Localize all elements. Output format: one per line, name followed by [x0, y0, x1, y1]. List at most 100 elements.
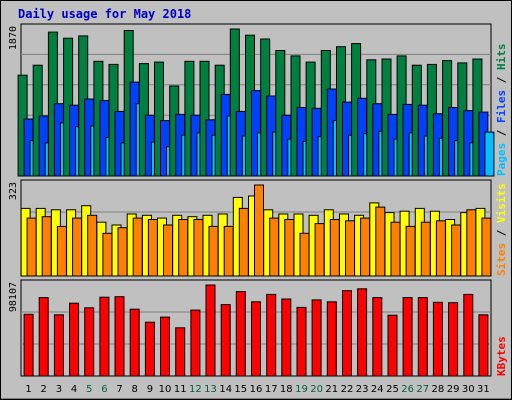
visits-legend-item: Visits — [495, 183, 508, 223]
kbytes-bar-kbytes-day-11 — [175, 327, 186, 377]
kbytes-bar-kbytes-day-21 — [326, 301, 337, 377]
kbytes-bar-kbytes-day-27 — [417, 297, 428, 377]
day-label: 6 — [101, 384, 107, 395]
day-label: 30 — [462, 384, 475, 395]
visits-bar-sites-day-7 — [117, 227, 128, 277]
day-label: 16 — [250, 384, 263, 395]
visits-bar-sites-day-20 — [314, 223, 325, 277]
day-label: 4 — [71, 384, 77, 395]
hits-bar-hits-day-10 — [154, 61, 164, 177]
day-label: 27 — [416, 384, 429, 395]
visits-bar-sites-day-31 — [481, 217, 492, 277]
panel-kbytes: 98107 KBytes — [8, 279, 508, 377]
day-axis-labels: 1 2 3 4 5 6 7 8 9 10 11 12 13 14 15 16 17 18 19 20 21 22 23 24 2… — [25, 384, 489, 395]
kbytes-bar-kbytes-day-6 — [99, 296, 110, 377]
day-label: 7 — [116, 384, 122, 395]
hits-legend-item: / — [495, 123, 508, 143]
visits-bar-sites-day-18 — [284, 219, 295, 277]
kbytes-bar-kbytes-day-5 — [84, 307, 95, 377]
visits-bar-sites-day-15 — [238, 207, 249, 277]
visits-bar-sites-day-25 — [390, 221, 401, 277]
day-label: 18 — [280, 384, 293, 395]
visits-legend-item: / — [495, 223, 508, 243]
kbytes-bar-kbytes-day-29 — [448, 302, 459, 377]
hits-bar-hits-day-15 — [229, 28, 240, 177]
hits-bar-hits-day-18 — [275, 50, 286, 177]
day-label: 10 — [159, 384, 172, 395]
kbytes-bar-kbytes-day-8 — [129, 308, 140, 377]
visits-bar-sites-day-30 — [466, 209, 477, 277]
kbytes-bar-kbytes-day-28 — [432, 301, 443, 377]
visits-bar-sites-day-26 — [405, 225, 416, 277]
visits-bar-sites-day-12 — [193, 219, 204, 277]
hits-bar-hits-day-13 — [199, 60, 210, 177]
day-label: 13 — [204, 384, 217, 395]
visits-bar-sites-day-22 — [345, 220, 355, 277]
hits-legend-item: Hits — [495, 44, 508, 71]
kbytes-bar-kbytes-day-9 — [144, 321, 155, 377]
kbytes-bar-kbytes-day-15 — [235, 291, 246, 377]
day-label: 1 — [25, 384, 31, 395]
panel-visits: 323 Sites / Visits — [8, 179, 508, 277]
kbytes-bar-kbytes-day-26 — [402, 297, 413, 377]
visits-bar-sites-day-1 — [26, 217, 37, 277]
kbytes-bar-kbytes-day-12 — [190, 309, 201, 377]
visits-bar-sites-day-4 — [72, 217, 83, 277]
visits-max-label: 323 — [8, 182, 19, 200]
day-label: 26 — [401, 384, 414, 395]
day-label: 23 — [356, 384, 369, 395]
panel-hits: 1870 Pages / Files / Hits — [8, 23, 508, 177]
visits-bar-sites-day-9 — [147, 219, 158, 277]
hits-legend: Pages / Files / Hits — [495, 44, 508, 177]
visits-bar-sites-day-8 — [132, 217, 143, 277]
day-label: 28 — [432, 384, 445, 395]
kbytes-bar-kbytes-day-7 — [114, 296, 125, 377]
day-label: 15 — [234, 384, 247, 395]
visits-bar-sites-day-29 — [451, 224, 462, 277]
kbytes-bar-kbytes-day-20 — [311, 299, 322, 377]
chart-title: Daily usage for May 2018 — [18, 7, 191, 21]
kbytes-bar-kbytes-day-17 — [266, 293, 277, 377]
kbytes-legend-item: KBytes — [495, 336, 508, 376]
day-label: 12 — [189, 384, 202, 395]
kbytes-bar-kbytes-day-4 — [69, 302, 80, 377]
kbytes-bar-kbytes-day-31 — [478, 314, 489, 377]
kbytes-bar-kbytes-day-30 — [463, 293, 474, 377]
day-label: 24 — [371, 384, 384, 395]
day-label: 11 — [174, 384, 187, 395]
visits-bar-sites-day-3 — [56, 225, 67, 277]
hits-max-label: 1870 — [8, 26, 19, 50]
visits-bar-sites-day-6 — [102, 232, 113, 277]
kbytes-legend: KBytes — [495, 336, 508, 376]
visits-bar-sites-day-17 — [269, 217, 280, 277]
hits-legend-item: Files — [495, 90, 508, 123]
visits-bar-sites-day-24 — [375, 206, 386, 277]
day-label: 2 — [41, 384, 47, 395]
kbytes-bar-kbytes-day-13 — [205, 284, 216, 377]
day-label: 19 — [295, 384, 308, 395]
visits-bar-sites-day-11 — [178, 219, 189, 277]
hits-bar-pages-day-31 — [484, 131, 495, 177]
kbytes-bar-kbytes-day-1 — [23, 313, 34, 377]
kbytes-max-label: 98107 — [8, 282, 19, 312]
chart-panels: 1870 Pages / Files / Hits 323 Sites / Visit… — [8, 23, 508, 377]
visits-bar-sites-day-2 — [41, 216, 52, 277]
day-label: 17 — [265, 384, 278, 395]
kbytes-bar-kbytes-day-23 — [357, 288, 368, 377]
kbytes-bar-kbytes-day-19 — [296, 306, 307, 377]
visits-bar-sites-day-23 — [360, 217, 371, 277]
kbytes-bar-kbytes-day-22 — [342, 290, 352, 377]
visits-bar-sites-day-14 — [223, 225, 234, 277]
visits-bar-sites-day-19 — [299, 232, 310, 277]
visits-bar-sites-day-10 — [163, 224, 173, 277]
day-label: 20 — [310, 384, 323, 395]
visits-bar-sites-day-27 — [420, 221, 431, 277]
day-label: 25 — [386, 384, 399, 395]
visits-bar-sites-day-21 — [329, 219, 340, 277]
visits-bar-sites-day-13 — [208, 225, 219, 277]
day-label: 14 — [219, 384, 232, 395]
kbytes-bar-kbytes-day-16 — [251, 301, 261, 377]
day-label: 29 — [447, 384, 460, 395]
day-label: 3 — [56, 384, 62, 395]
